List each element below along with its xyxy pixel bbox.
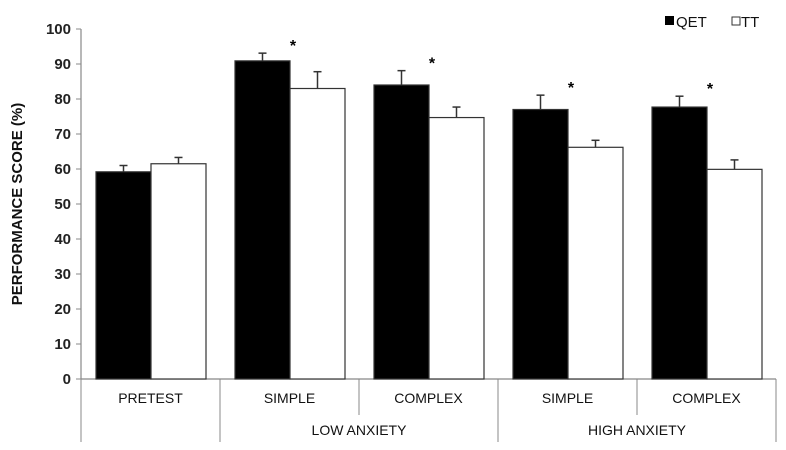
bar-qet xyxy=(651,106,708,380)
y-tick-label: 40 xyxy=(54,231,71,248)
legend-label-qet: QET xyxy=(676,14,707,31)
significance-asterisk: * xyxy=(568,80,575,97)
bar-qet xyxy=(95,171,152,380)
significance-asterisk: * xyxy=(290,38,297,55)
y-tick-label: 0 xyxy=(63,371,71,388)
bar-tt xyxy=(289,87,346,380)
x-category-label: SIMPLE xyxy=(542,390,593,406)
y-tick-label: 70 xyxy=(54,126,71,143)
bar-tt xyxy=(150,163,207,380)
x-category-label: COMPLEX xyxy=(672,390,741,406)
bar-qet xyxy=(373,84,430,380)
y-tick-label: 80 xyxy=(54,91,71,108)
x-category-label: SIMPLE xyxy=(264,390,315,406)
legend-swatch-qet xyxy=(665,16,674,25)
y-tick-label: 60 xyxy=(54,161,71,178)
x-category-label: COMPLEX xyxy=(394,390,463,406)
bar-tt xyxy=(567,146,624,380)
legend-label-tt: TT xyxy=(741,14,759,31)
y-tick-label: 100 xyxy=(46,21,71,38)
legend-swatch-tt xyxy=(731,16,741,26)
y-tick-label: 90 xyxy=(54,56,71,73)
legend: QET TT xyxy=(665,14,759,31)
bar-tt xyxy=(706,168,763,380)
y-tick-label: 10 xyxy=(54,336,71,353)
significance-asterisk: * xyxy=(707,81,714,98)
x-category-label: PRETEST xyxy=(118,390,183,406)
y-tick-label: 20 xyxy=(54,301,71,318)
x-group-label: LOW ANXIETY xyxy=(312,422,408,438)
y-tick-label: 50 xyxy=(54,196,71,213)
bar-qet xyxy=(512,108,569,380)
y-axis-label: PERFORMANCE SCORE (%) xyxy=(9,103,26,306)
bar-tt xyxy=(428,116,485,380)
bar-qet xyxy=(234,60,291,380)
significance-asterisk: * xyxy=(429,56,436,73)
x-group-label: HIGH ANXIETY xyxy=(588,422,687,438)
y-tick-label: 30 xyxy=(54,266,71,283)
